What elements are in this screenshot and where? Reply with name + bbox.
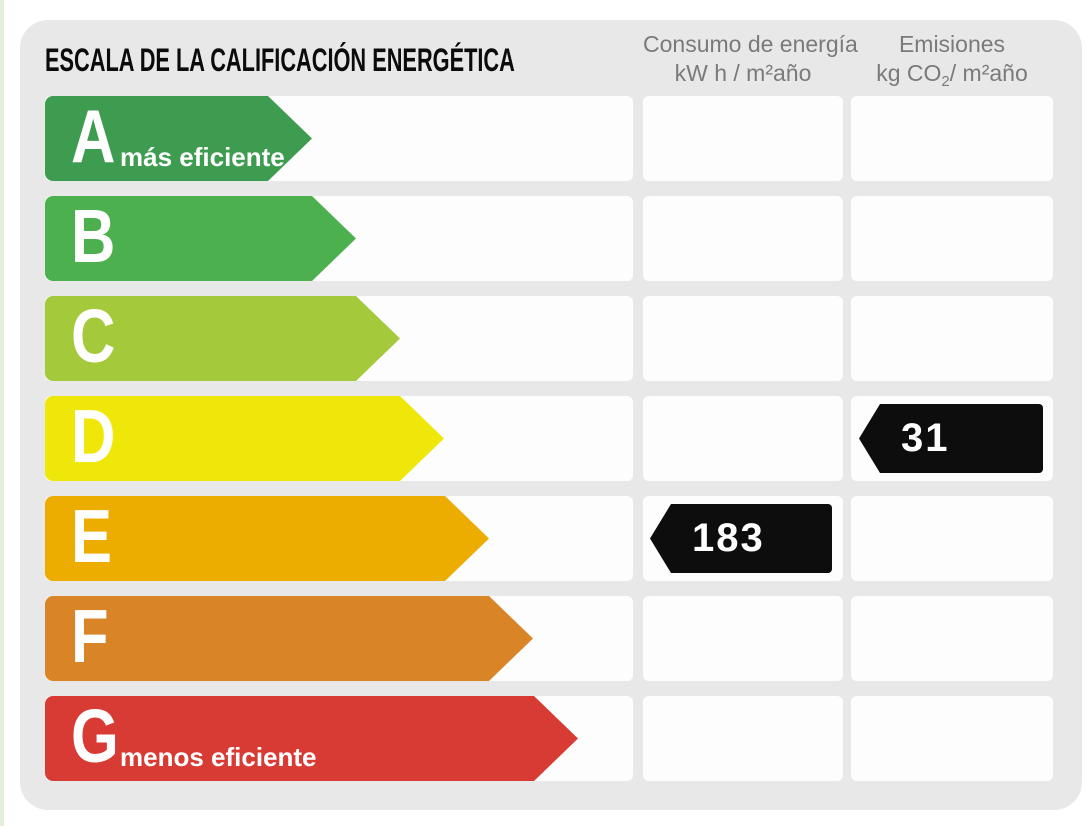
emisiones-cell-f xyxy=(851,596,1053,681)
emisiones-cell-c xyxy=(851,296,1053,381)
consumo-value: 183 xyxy=(692,516,765,560)
rating-note-g: menos eficiente xyxy=(120,742,317,772)
rating-band-e: E xyxy=(45,496,633,581)
consumo-cell-b xyxy=(643,196,843,281)
rating-note-a: más eficiente xyxy=(120,142,285,172)
consumo-cell-f xyxy=(643,596,843,681)
page-edge-strip xyxy=(0,0,4,826)
rating-row-d: D 31 xyxy=(45,396,1053,481)
consumo-cell-c xyxy=(643,296,843,381)
rating-letter-e: E xyxy=(71,494,113,578)
consumo-cell-d xyxy=(643,396,843,481)
rating-arrow-b-icon: B xyxy=(45,196,356,281)
rating-band-c: C xyxy=(45,296,633,381)
rating-arrow-d-icon: D xyxy=(45,396,444,481)
rating-letter-d: D xyxy=(71,394,116,478)
emisiones-cell-d: 31 xyxy=(851,396,1053,481)
consumo-cell-e: 183 xyxy=(643,496,843,581)
rating-row-b: B xyxy=(45,196,1053,281)
column-header-consumo: Consumo de energía kW h / m²año xyxy=(643,20,858,88)
rating-row-e: E 183 xyxy=(45,496,1053,581)
co2-subscript: 2 xyxy=(941,73,950,90)
emisiones-header-line2: kg CO2/ m²año xyxy=(876,60,1028,90)
emisiones-cell-g xyxy=(851,696,1053,781)
rating-letter-g: G xyxy=(71,694,119,778)
rating-row-g: G menos eficiente xyxy=(45,696,1053,781)
rating-row-f: F xyxy=(45,596,1053,681)
column-header-emisiones: Emisiones kg CO2/ m²año xyxy=(851,20,1053,96)
rating-arrow-c-icon: C xyxy=(45,296,400,381)
emisiones-cell-a xyxy=(851,96,1053,181)
emisiones-cell-b xyxy=(851,196,1053,281)
rating-arrow-g-icon: G menos eficiente xyxy=(45,696,578,781)
rating-band-g: G menos eficiente xyxy=(45,696,633,781)
energy-scale-panel: ESCALA DE LA CALIFICACIÓN ENERGÉTICA Con… xyxy=(20,20,1082,810)
rating-letter-f: F xyxy=(71,594,109,678)
rating-letter-b: B xyxy=(71,194,116,278)
consumo-value-arrow: 183 xyxy=(650,504,832,573)
rating-letter-c: C xyxy=(71,294,116,378)
rating-rows: A más eficiente B xyxy=(45,96,1053,781)
rating-arrow-f-icon: F xyxy=(45,596,533,681)
emisiones-cell-e xyxy=(851,496,1053,581)
consumo-cell-g xyxy=(643,696,843,781)
header-row: ESCALA DE LA CALIFICACIÓN ENERGÉTICA Con… xyxy=(45,20,1053,96)
rating-row-a: A más eficiente xyxy=(45,96,1053,181)
rating-band-d: D xyxy=(45,396,633,481)
emisiones-value-arrow: 31 xyxy=(859,404,1043,473)
emisiones-value: 31 xyxy=(901,416,950,460)
consumo-cell-a xyxy=(643,96,843,181)
consumo-header-line2: kW h / m²año xyxy=(674,60,812,86)
consumo-header-line1: Consumo de energía xyxy=(643,31,858,57)
rating-row-c: C xyxy=(45,296,1053,381)
rating-arrow-a-icon: A más eficiente xyxy=(45,96,312,181)
emisiones-header-line1: Emisiones xyxy=(898,31,1006,57)
rating-band-b: B xyxy=(45,196,633,281)
rating-arrow-e-icon: E xyxy=(45,496,489,581)
page-title: ESCALA DE LA CALIFICACIÓN ENERGÉTICA xyxy=(45,41,515,78)
rating-band-f: F xyxy=(45,596,633,681)
rating-letter-a: A xyxy=(71,94,116,178)
rating-band-a: A más eficiente xyxy=(45,96,633,181)
